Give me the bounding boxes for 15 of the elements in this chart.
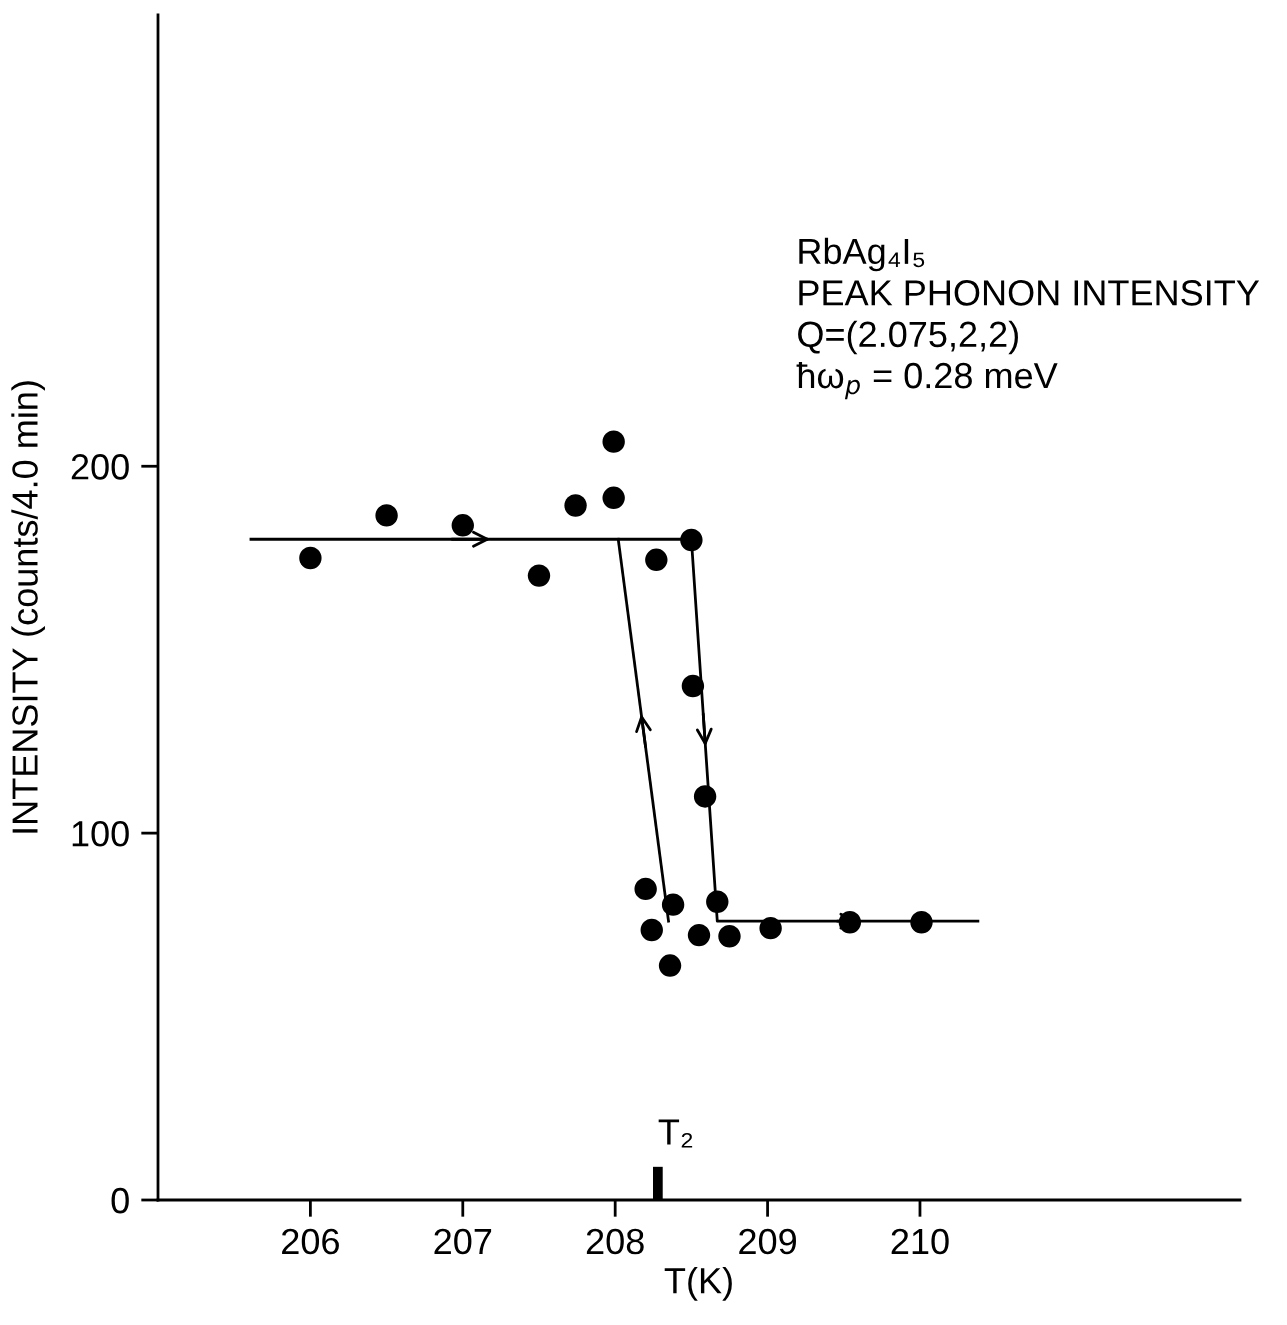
x-tick-label: 210 <box>891 1228 949 1255</box>
annotation: ħω$_{p}$ = 0.28 meV <box>796 361 1058 400</box>
x-tick-label: 206 <box>282 1228 339 1255</box>
y-axis-title: INTENSITY (counts/4.0 min) <box>11 381 45 833</box>
annotation: RbAg₄I₅ <box>799 237 925 272</box>
x-tick-label: 209 <box>739 1228 796 1255</box>
y-tick-label: 0 <box>111 1187 129 1214</box>
x-axis-title: T(K) <box>664 1267 732 1301</box>
annotation: PEAK PHONON INTENSITY <box>799 280 1260 306</box>
x-tick-label: 207 <box>434 1228 492 1255</box>
x-tick-label: 208 <box>586 1228 644 1255</box>
annotation: Q=(2.075,2,2) <box>798 320 1018 355</box>
y-tick-label: 100 <box>72 821 129 847</box>
ref-line-label: T₂ <box>658 1119 693 1148</box>
y-tick-label: 200 <box>71 454 129 480</box>
